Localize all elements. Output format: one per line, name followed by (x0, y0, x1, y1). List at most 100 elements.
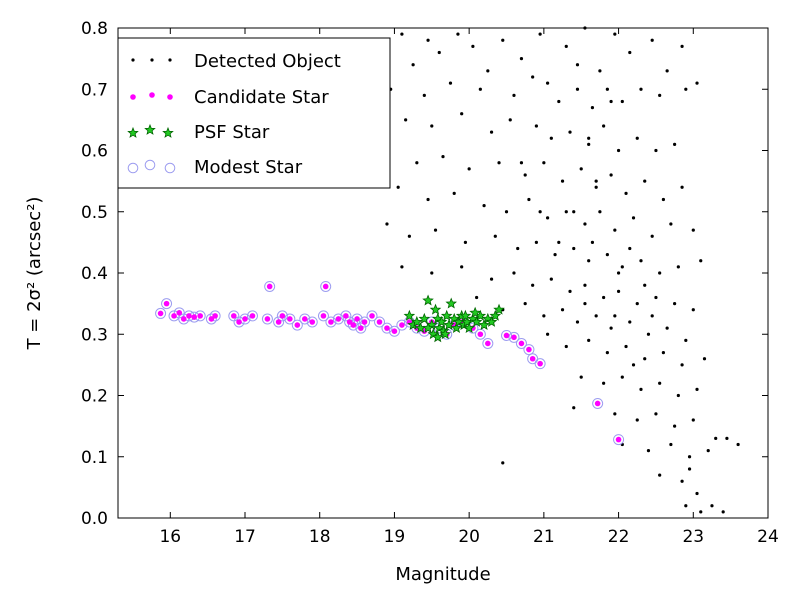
detected-point (486, 69, 490, 73)
detected-point (590, 240, 595, 244)
detected-point (676, 265, 680, 269)
candidate-star-point (236, 319, 242, 325)
legend: Detected Object Candidate Star PSF Star … (117, 37, 391, 189)
detected-point (691, 228, 695, 232)
detected-point (587, 338, 591, 342)
psf-star-point (422, 322, 434, 334)
detected-point (646, 449, 651, 453)
detected-point (654, 412, 658, 416)
detected-point (658, 271, 662, 275)
candidate-star-point (180, 316, 187, 322)
detected-point (456, 32, 460, 36)
candidate-star-point (249, 313, 256, 319)
candidate-star-point (163, 300, 170, 307)
legend-marker-psf-2 (144, 123, 156, 135)
detected-point (385, 222, 389, 226)
detected-point (699, 510, 703, 514)
detected-point (602, 381, 606, 385)
y-tick-label: 0.4 (81, 264, 108, 284)
detected-point (680, 479, 684, 483)
psf-star-point (469, 306, 481, 318)
detected-point (628, 320, 632, 324)
detected-point (542, 314, 546, 318)
detected-point (519, 161, 524, 165)
detected-point (538, 32, 542, 36)
detected-point (400, 265, 404, 269)
modest-star-point (284, 313, 296, 325)
candidate-star-point (231, 313, 237, 319)
detected-point (560, 179, 565, 183)
modest-star-point (178, 313, 190, 325)
detected-point (639, 87, 643, 91)
modest-star-point (332, 313, 344, 325)
candidate-star-point (171, 313, 177, 319)
psf-star-point (459, 309, 472, 321)
modest-star-point (320, 280, 332, 292)
detected-point (478, 87, 482, 91)
detected-point (426, 38, 430, 42)
detected-point (519, 57, 524, 61)
candidate-star-point (354, 316, 360, 322)
y-tick-label: 0.3 (81, 325, 108, 345)
y-tick-label: 0.1 (81, 448, 108, 468)
detected-point (620, 99, 624, 104)
detected-point (605, 253, 609, 257)
detected-point (512, 271, 516, 275)
detected-point (489, 130, 494, 134)
psf-star-point (485, 315, 498, 327)
detected-point (489, 277, 494, 281)
detected-point (553, 253, 557, 257)
detected-point (523, 302, 527, 306)
detected-point (631, 216, 636, 220)
detected-point (516, 246, 520, 251)
psf-star-point (440, 309, 453, 321)
detected-point (564, 44, 568, 48)
candidate-star-point (369, 313, 375, 319)
detected-point (699, 259, 703, 263)
candidate-star-point (176, 310, 183, 316)
modest-star-point (161, 298, 173, 310)
detected-point (631, 363, 636, 367)
detected-point (482, 204, 486, 208)
candidate-star-point (376, 319, 383, 325)
legend-entry-candidate-star: Candidate Star (130, 87, 329, 108)
detected-point (624, 344, 628, 349)
modest-star-point (233, 316, 245, 328)
detected-point (613, 314, 617, 318)
detected-point (605, 351, 609, 355)
detected-point (527, 197, 531, 202)
candidate-star-point (157, 310, 164, 317)
legend-marker-detected-3 (168, 58, 172, 62)
modest-star-point (344, 316, 356, 328)
modest-star-point (381, 322, 393, 334)
detected-point (676, 393, 680, 398)
detected-point (501, 461, 505, 465)
detected-point (538, 210, 542, 214)
detected-point (684, 504, 688, 508)
detected-point (564, 210, 568, 214)
detected-point (471, 44, 475, 48)
detected-point (613, 412, 617, 416)
modest-star-point (523, 344, 535, 356)
candidate-star-point (485, 340, 491, 347)
legend-label-detected-object: Detected Object (194, 51, 341, 72)
detected-point (572, 210, 576, 214)
detected-point (620, 375, 624, 379)
modest-star-points (155, 280, 625, 446)
psf-star-point (463, 322, 475, 334)
candidate-star-point (503, 332, 510, 339)
legend-marker-candidate-1 (130, 94, 136, 100)
candidate-star-point (309, 319, 316, 325)
psf-star-point (470, 315, 483, 327)
detected-point (460, 265, 464, 269)
detected-point (579, 167, 583, 171)
detected-point (695, 387, 699, 391)
detected-point (658, 473, 662, 477)
psf-star-point (493, 303, 505, 315)
detected-point (575, 63, 580, 67)
detected-point (475, 295, 479, 300)
modest-star-point (534, 358, 546, 370)
candidate-star-point (287, 316, 293, 322)
detected-object-points (269, 26, 740, 514)
detected-point (508, 118, 512, 122)
